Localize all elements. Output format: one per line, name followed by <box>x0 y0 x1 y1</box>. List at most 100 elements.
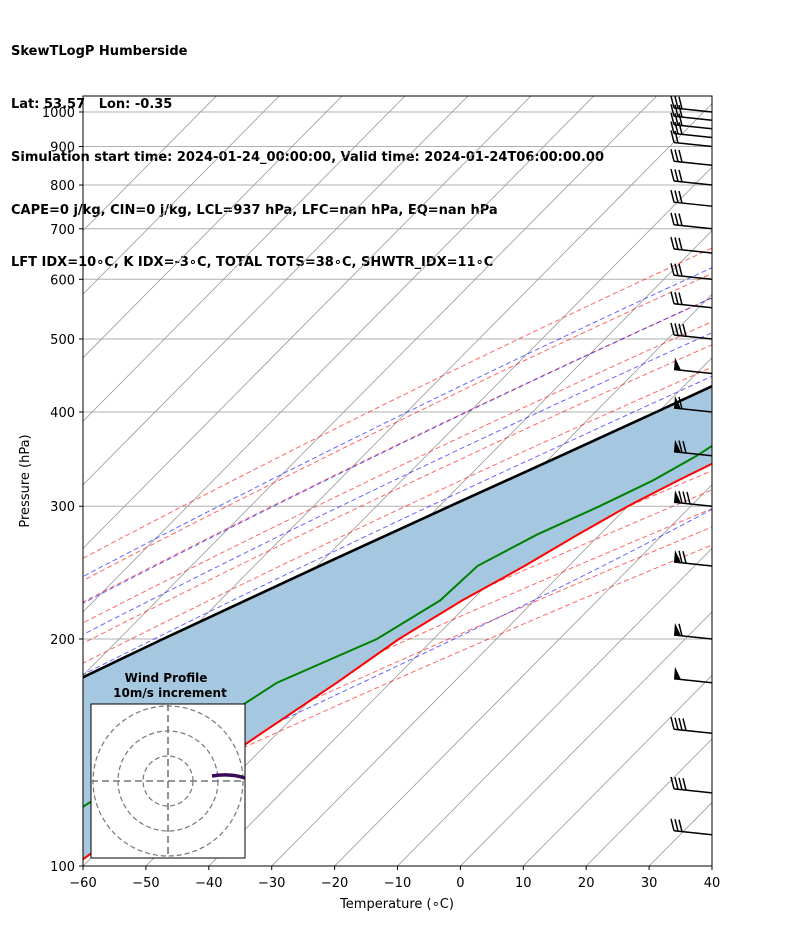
barb-feather <box>682 778 687 791</box>
x-tick-label: 10 <box>515 876 532 891</box>
barb-feather <box>678 104 683 118</box>
barb-flag <box>674 490 681 503</box>
isotherm-line <box>585 738 712 866</box>
barb-feather <box>670 212 675 225</box>
moist-adiabat <box>83 297 712 604</box>
barb-feather <box>674 777 679 790</box>
barb-feather <box>678 777 683 790</box>
y-axis-label: Pressure (hPa) <box>18 434 33 527</box>
barb-feather <box>678 819 683 832</box>
x-tick-label: −40 <box>195 876 222 891</box>
title-location: Lat: 53.57 Lon: -0.35 <box>11 96 173 112</box>
barb-staff <box>673 830 713 836</box>
wind-barb <box>673 490 713 507</box>
isotherm-line <box>83 103 712 740</box>
y-tick-label: 300 <box>50 500 75 515</box>
wind-barb <box>670 212 713 230</box>
barb-staff <box>673 180 713 186</box>
wind-barb <box>670 818 713 836</box>
profile-lines <box>83 384 712 861</box>
barb-feather <box>678 237 683 251</box>
barb-feather <box>670 130 675 143</box>
barb-feather <box>674 291 679 305</box>
parcel-profile-line <box>83 384 712 679</box>
isotherm-line <box>459 611 712 866</box>
barb-feather <box>678 717 683 731</box>
barb-feather <box>670 149 675 162</box>
barb-feather <box>674 190 679 203</box>
temperature-line <box>83 462 712 861</box>
wind-barb <box>673 623 713 640</box>
barb-feather <box>678 169 683 183</box>
moist-adiabat <box>83 332 712 636</box>
hodograph-trace <box>211 773 245 780</box>
barb-flag <box>674 666 681 680</box>
wind-barb <box>670 322 713 340</box>
barb-feather <box>674 169 679 182</box>
wind-barb <box>670 121 713 139</box>
wind-barb <box>670 190 713 207</box>
barb-feather <box>678 122 683 135</box>
barb-staff <box>673 132 713 139</box>
barb-feather <box>674 323 679 336</box>
wind-barb <box>673 439 713 457</box>
barb-feather <box>678 190 683 204</box>
barb-feather <box>682 491 687 504</box>
barb-feather <box>674 104 679 117</box>
dry-adiabat <box>83 544 712 823</box>
barb-flag <box>674 623 681 636</box>
moist-adiabat <box>83 267 712 578</box>
barb-feather <box>678 490 683 504</box>
dewpoint-line <box>83 444 712 808</box>
barb-feather <box>670 776 675 790</box>
y-tick-label: 100 <box>50 860 75 875</box>
barb-feather <box>670 112 675 125</box>
y-tick-label: 800 <box>50 179 75 194</box>
barb-feather <box>674 263 679 276</box>
barb-flag <box>674 439 681 453</box>
barb-feather <box>674 149 679 162</box>
barb-feather <box>678 323 683 336</box>
barb-feather <box>678 213 683 226</box>
x-tick-label: −60 <box>69 876 96 891</box>
hodograph-title: Wind Profile <box>125 671 208 685</box>
plot-background-lines <box>83 96 712 866</box>
y-tick-label: 200 <box>50 633 75 648</box>
barb-feather <box>686 491 691 505</box>
barb-feather <box>678 292 683 305</box>
wind-barb <box>670 168 713 186</box>
barb-staff <box>673 248 713 254</box>
barb-feather <box>682 324 687 337</box>
x-tick-label: −30 <box>258 876 285 891</box>
isotherm-line <box>83 96 532 549</box>
y-tick-label: 500 <box>50 333 75 348</box>
x-tick-label: 30 <box>641 876 658 891</box>
y-tick-label: 700 <box>50 223 75 238</box>
wind-barb <box>670 291 713 309</box>
barb-feather <box>678 396 683 410</box>
barb-feather <box>678 550 683 563</box>
barb-staff <box>673 224 713 230</box>
barb-feather <box>674 717 679 730</box>
barb-feather <box>670 818 675 831</box>
barb-feather <box>674 213 679 226</box>
barb-feather <box>674 113 679 126</box>
isotherm-line <box>83 96 595 613</box>
barb-flag <box>674 357 681 371</box>
isotherm-line <box>396 547 712 866</box>
x-tick-label: −20 <box>321 876 348 891</box>
isotherm-line <box>83 96 406 422</box>
barb-feather <box>670 236 675 250</box>
barb-feather <box>670 322 675 336</box>
barb-staff <box>673 788 713 794</box>
isotherm-line <box>83 96 217 232</box>
axes: −60 −50 −40 −30 −20 −10 0 10 20 30 40 1000 900 800 700… <box>42 106 720 891</box>
y-tick-label: 1000 <box>42 106 75 121</box>
hodograph-inset: Wind Profile 10m/s increment <box>90 671 246 859</box>
isotherm-line <box>83 96 343 359</box>
barb-feather <box>670 190 675 203</box>
barb-feather <box>670 95 675 109</box>
isotherm-line <box>83 96 658 676</box>
barb-feather <box>678 149 683 163</box>
barb-staff <box>673 501 713 507</box>
